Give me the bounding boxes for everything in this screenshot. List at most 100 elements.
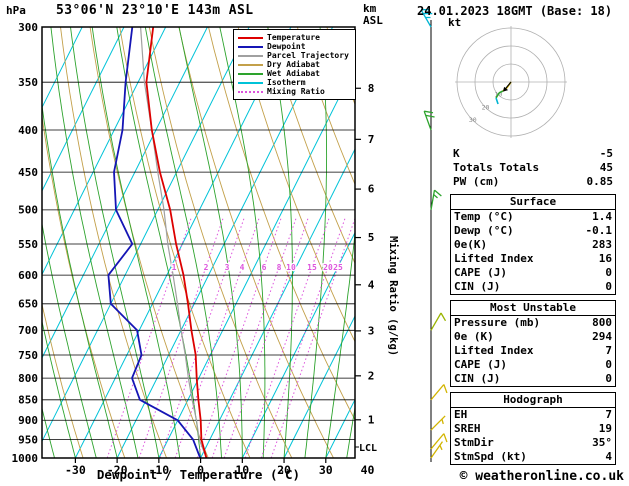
- index-row: CAPE (J) 0: [451, 358, 615, 372]
- isotherm-line: [42, 27, 125, 193]
- mixing-ratio-value-label: 15: [307, 263, 317, 272]
- temp-tick-label: 20: [277, 463, 291, 477]
- wet-adiabat-line: [91, 27, 181, 458]
- isotherm-line: [241, 231, 355, 458]
- mixing-ratio-value-label: 6: [262, 263, 267, 272]
- km-tick-label: 1: [368, 413, 375, 426]
- index-value: -0.1: [585, 224, 613, 237]
- index-row: StmDir 35°: [451, 436, 615, 450]
- index-value: 35°: [592, 436, 612, 449]
- temp-tick-label: 0: [197, 463, 204, 477]
- km-tick-label: 8: [368, 82, 375, 95]
- index-row: StmSpd (kt) 4: [451, 450, 615, 464]
- km-tick-label: 4: [368, 278, 375, 291]
- plot-frame: [41, 26, 356, 459]
- index-section-title: Hodograph: [451, 393, 615, 408]
- index-row: CAPE (J) 0: [451, 266, 615, 280]
- pressure-tick-label: 350: [18, 76, 38, 89]
- altitude-axis-unit: km ASL: [363, 3, 383, 27]
- pressure-tick-label: 850: [18, 394, 38, 407]
- mixing-ratio-value-label: 1: [172, 263, 177, 272]
- legend-item: Dry Adiabat: [238, 60, 355, 69]
- isotherm-line: [283, 314, 355, 458]
- wind-barb: [430, 384, 448, 401]
- wet-adiabat-line: [42, 319, 76, 458]
- altitude-unit-asl: ASL: [363, 14, 383, 27]
- index-label: Lifted Index: [454, 252, 534, 265]
- mixing-ratio-line: [260, 217, 346, 458]
- wind-barb: [430, 441, 444, 459]
- index-label: K: [453, 147, 460, 160]
- dry-adiabat-line: [42, 302, 84, 458]
- altitude-unit-km: km: [363, 2, 377, 15]
- legend-item: Isotherm: [238, 78, 355, 87]
- legend-swatch: [238, 63, 263, 66]
- index-label: StmDir: [454, 436, 494, 449]
- station-title: 53°06'N 23°10'E 143m ASL: [56, 3, 254, 18]
- index-row: Lifted Index 16: [451, 252, 615, 266]
- mixing-ratio-value-label: 8: [277, 263, 282, 272]
- storm-motion-arrowhead: [503, 86, 509, 92]
- legend-swatch: [238, 45, 263, 48]
- pressure-tick-label: 950: [18, 433, 38, 446]
- hodograph-ring: [474, 45, 548, 119]
- mixing-ratio-value-label: 25: [333, 263, 343, 272]
- isotherm-line: [200, 148, 355, 458]
- index-value: 0: [605, 266, 612, 279]
- index-label: Pressure (mb): [454, 316, 541, 329]
- dry-adiabat-line: [296, 27, 355, 186]
- index-label: Temp (°C): [454, 210, 514, 223]
- index-label: CAPE (J): [454, 358, 507, 371]
- temp-tick-label: -10: [148, 463, 169, 477]
- storm-motion-vector: [504, 81, 512, 90]
- legend-item: Temperature: [238, 33, 355, 42]
- temp-tick-label: 10: [235, 463, 249, 477]
- km-tick-label: 6: [368, 183, 375, 196]
- legend-item: Dewpoint: [238, 42, 355, 51]
- legend-swatch: [238, 36, 263, 39]
- index-value: 294: [592, 330, 612, 343]
- legend-swatch: [238, 81, 263, 84]
- pressure-tick-label: 800: [18, 372, 38, 385]
- pressure-tick-label: 600: [18, 269, 38, 282]
- dry-adiabat-line: [267, 27, 355, 265]
- hodograph-ring-label: 20: [482, 103, 490, 111]
- index-label: Lifted Index: [454, 344, 534, 357]
- temp-tick-label: 40: [361, 463, 375, 477]
- index-value: 0: [605, 280, 612, 293]
- index-value: 800: [592, 316, 612, 329]
- index-row: Temp (°C) 1.4: [451, 210, 615, 224]
- wind-barb: [420, 9, 433, 28]
- wind-barb: [430, 433, 448, 450]
- index-value: 45: [599, 161, 613, 174]
- index-row: θe (K) 294: [451, 330, 615, 344]
- index-row: PW (cm) 0.85: [450, 175, 616, 189]
- legend-label: Temperature: [267, 33, 320, 42]
- km-tick-label: 7: [368, 133, 375, 146]
- hodograph-unit-label: kt: [448, 16, 462, 29]
- wind-barb: [423, 110, 435, 131]
- hodograph-ring-label: 30: [469, 116, 477, 124]
- pressure-tick-label: 1000: [12, 452, 39, 465]
- index-section-hodograph: Hodograph EH 7 SREH 19 StmDir 35° StmSpd (kt) 4: [450, 392, 616, 465]
- dry-adiabat-line: [119, 27, 251, 458]
- legend-item: Wet Adiabat: [238, 69, 355, 78]
- index-section-surface: Surface Temp (°C) 1.4 Dewp (°C) -0.1 θe(K) 283…: [450, 194, 616, 295]
- index-label: θe(K): [454, 238, 488, 251]
- index-value: 0.85: [586, 175, 614, 188]
- index-label: CIN (J): [454, 372, 501, 385]
- pressure-tick-label: 750: [18, 349, 38, 362]
- index-value: 0: [605, 358, 612, 371]
- index-label: StmSpd (kt): [454, 450, 527, 463]
- pressure-tick-label: 400: [18, 124, 38, 137]
- index-value: 0: [605, 372, 612, 385]
- pressure-tick-label: 550: [18, 238, 38, 251]
- index-label: PW (cm): [453, 175, 500, 188]
- pressure-tick-label: 500: [18, 204, 38, 217]
- index-row: Pressure (mb) 800: [451, 316, 615, 330]
- mixing-ratio-value-label: 10: [286, 263, 296, 272]
- index-value: 7: [605, 408, 612, 421]
- wet-adiabat-line: [42, 406, 55, 458]
